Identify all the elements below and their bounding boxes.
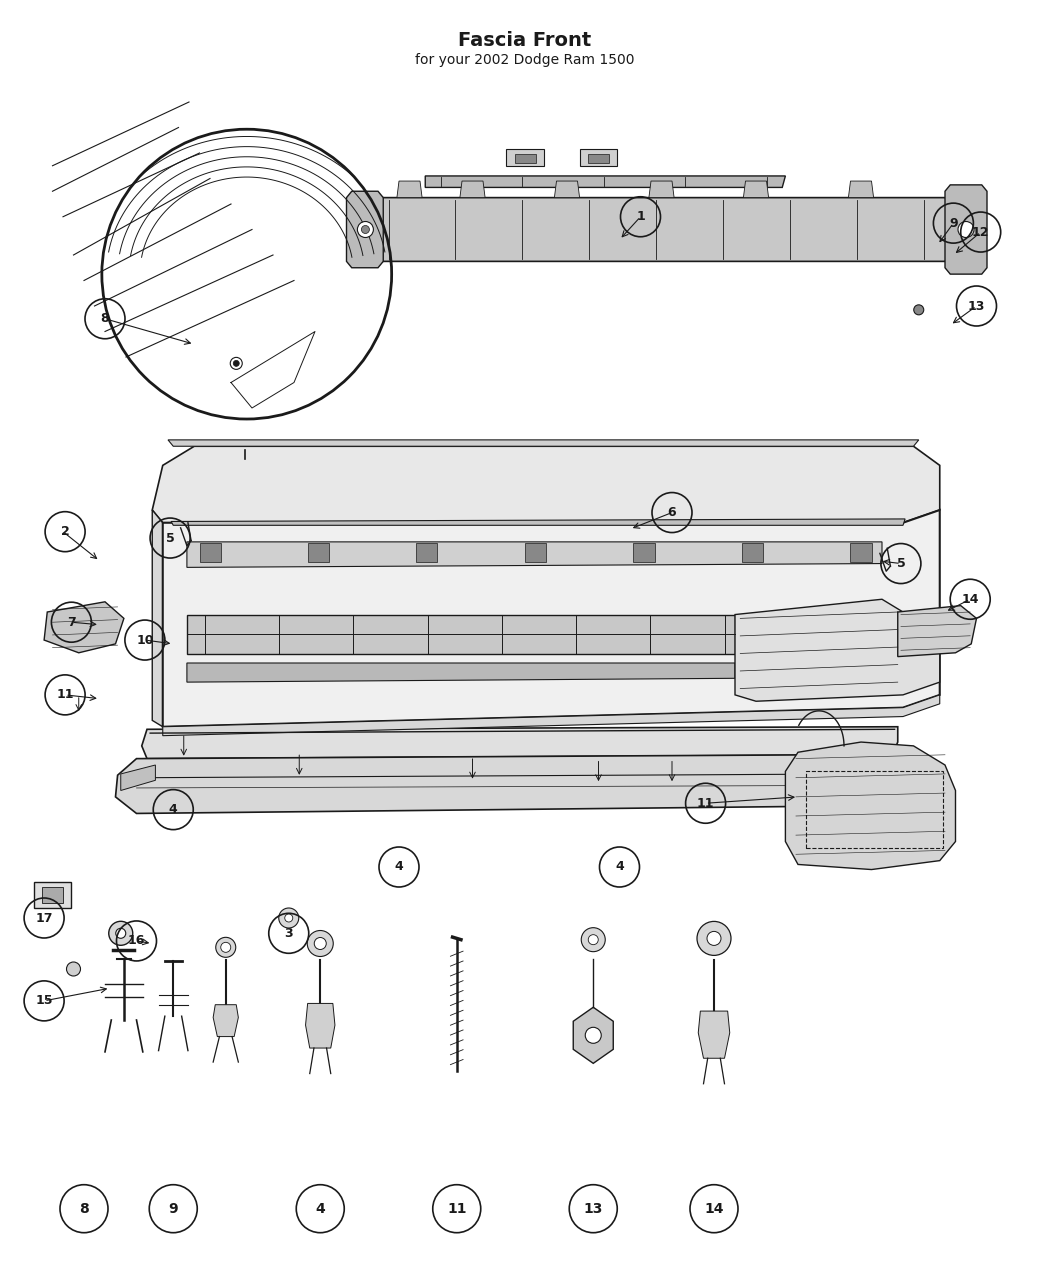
Text: 11: 11: [57, 688, 74, 701]
Polygon shape: [152, 446, 940, 523]
Text: 12: 12: [972, 226, 989, 238]
Polygon shape: [785, 742, 956, 870]
Polygon shape: [397, 181, 422, 198]
Text: 15: 15: [36, 994, 52, 1007]
Circle shape: [314, 937, 327, 950]
Polygon shape: [34, 882, 71, 908]
Polygon shape: [213, 1005, 238, 1037]
Polygon shape: [308, 543, 329, 562]
Polygon shape: [580, 149, 617, 166]
Bar: [514, 154, 536, 163]
Polygon shape: [152, 510, 163, 727]
Polygon shape: [554, 181, 580, 198]
Circle shape: [914, 305, 924, 315]
Text: 5: 5: [897, 557, 905, 570]
Text: 1: 1: [636, 210, 645, 223]
Circle shape: [588, 935, 598, 945]
Text: 13: 13: [584, 1202, 603, 1215]
Circle shape: [233, 361, 239, 366]
Polygon shape: [898, 606, 977, 657]
Bar: [588, 154, 609, 163]
Bar: [806, 771, 943, 848]
Circle shape: [66, 963, 81, 975]
Polygon shape: [425, 176, 785, 187]
Polygon shape: [163, 510, 940, 727]
Text: 2: 2: [61, 525, 69, 538]
Text: Fascia Front: Fascia Front: [459, 32, 591, 50]
Polygon shape: [306, 1003, 335, 1048]
Text: 16: 16: [128, 935, 145, 947]
Text: 11: 11: [697, 797, 714, 810]
Text: 8: 8: [101, 312, 109, 325]
Polygon shape: [698, 1011, 730, 1058]
Circle shape: [230, 357, 243, 370]
Polygon shape: [346, 191, 383, 268]
Polygon shape: [848, 181, 874, 198]
Text: 4: 4: [615, 861, 624, 873]
Text: 8: 8: [79, 1202, 89, 1215]
Circle shape: [707, 932, 721, 945]
Text: 4: 4: [395, 861, 403, 873]
Polygon shape: [573, 1007, 613, 1063]
Polygon shape: [168, 440, 919, 446]
Polygon shape: [735, 599, 940, 701]
Polygon shape: [142, 727, 898, 759]
Circle shape: [308, 931, 333, 956]
Polygon shape: [121, 765, 155, 790]
Circle shape: [215, 937, 236, 958]
Circle shape: [285, 914, 293, 922]
Text: 6: 6: [668, 506, 676, 519]
Text: 9: 9: [168, 1202, 178, 1215]
Polygon shape: [460, 181, 485, 198]
Text: 7: 7: [67, 616, 76, 629]
Text: 14: 14: [962, 593, 979, 606]
Circle shape: [582, 928, 605, 951]
Polygon shape: [742, 543, 763, 562]
Text: 9: 9: [949, 217, 958, 230]
Polygon shape: [633, 543, 654, 562]
Circle shape: [109, 922, 132, 945]
Circle shape: [220, 942, 231, 952]
Text: for your 2002 Dodge Ram 1500: for your 2002 Dodge Ram 1500: [415, 54, 635, 66]
Polygon shape: [200, 543, 220, 562]
Polygon shape: [44, 602, 124, 653]
Polygon shape: [163, 695, 940, 736]
Polygon shape: [649, 181, 674, 198]
Text: 3: 3: [285, 927, 293, 940]
Text: 10: 10: [136, 634, 153, 646]
Polygon shape: [368, 198, 950, 261]
Text: 13: 13: [968, 300, 985, 312]
Circle shape: [958, 222, 974, 237]
Polygon shape: [525, 543, 546, 562]
Text: 11: 11: [447, 1202, 466, 1215]
Polygon shape: [42, 887, 63, 903]
Polygon shape: [187, 542, 882, 567]
Text: 5: 5: [166, 532, 174, 544]
Circle shape: [116, 928, 126, 938]
Circle shape: [697, 922, 731, 955]
Circle shape: [357, 222, 374, 237]
Polygon shape: [187, 615, 735, 654]
Circle shape: [278, 908, 299, 928]
Circle shape: [585, 1028, 602, 1043]
Polygon shape: [187, 663, 735, 682]
Text: 4: 4: [169, 803, 177, 816]
Polygon shape: [850, 543, 871, 562]
Text: 17: 17: [36, 912, 52, 924]
Polygon shape: [506, 149, 544, 166]
Polygon shape: [116, 755, 898, 813]
Circle shape: [361, 226, 370, 233]
Polygon shape: [945, 185, 987, 274]
Polygon shape: [171, 519, 905, 525]
Polygon shape: [743, 181, 769, 198]
Text: 14: 14: [705, 1202, 723, 1215]
Text: 4: 4: [315, 1202, 326, 1215]
Polygon shape: [417, 543, 438, 562]
